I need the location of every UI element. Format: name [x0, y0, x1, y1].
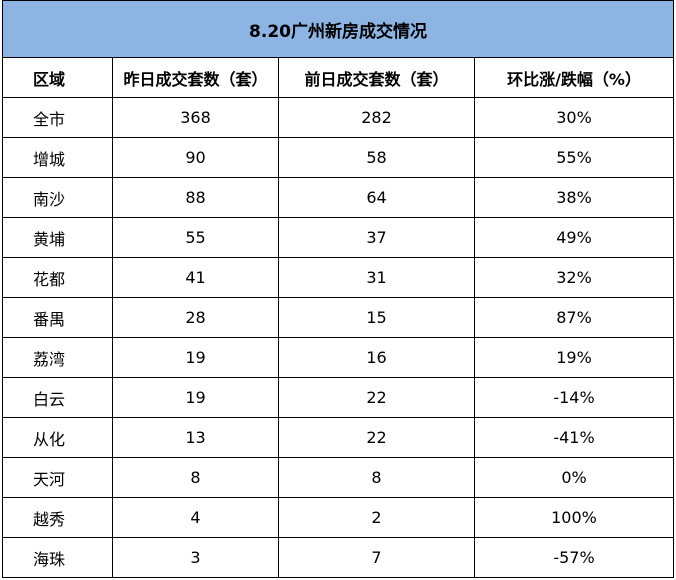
yesterday-deals-cell: 3 — [112, 537, 279, 578]
yesterday-deals-cell: 55 — [112, 217, 279, 258]
change-percent-cell: 55% — [473, 137, 675, 178]
region-cell: 从化 — [2, 417, 113, 458]
table-row: 花都 41 31 32% — [2, 257, 675, 298]
header-yesterday-deals: 昨日成交套数（套） — [112, 57, 279, 98]
day-before-deals-cell: 22 — [278, 377, 475, 418]
table-row: 全市 368 282 30% — [2, 97, 675, 138]
change-percent-cell: 38% — [473, 177, 675, 218]
table-row: 南沙 88 64 38% — [2, 177, 675, 218]
table-row: 越秀 4 2 100% — [2, 497, 675, 538]
region-cell: 增城 — [2, 137, 113, 178]
day-before-deals-cell: 16 — [278, 337, 475, 378]
day-before-deals-cell: 282 — [278, 97, 475, 138]
header-day-before-deals: 前日成交套数（套） — [278, 57, 475, 98]
change-percent-cell: 0% — [473, 457, 675, 498]
yesterday-deals-cell: 19 — [112, 377, 279, 418]
change-percent-cell: 87% — [473, 297, 675, 338]
change-percent-cell: 100% — [473, 497, 675, 538]
day-before-deals-cell: 22 — [278, 417, 475, 458]
title-row: 8.20广州新房成交情况 — [1, 0, 675, 58]
region-cell: 黄埔 — [2, 217, 113, 258]
header-row: 区域 昨日成交套数（套） 前日成交套数（套） 环比涨/跌幅（%） — [2, 57, 675, 98]
change-percent-cell: -57% — [473, 537, 675, 578]
yesterday-deals-cell: 368 — [112, 97, 279, 138]
day-before-deals-cell: 7 — [278, 537, 475, 578]
day-before-deals-cell: 8 — [278, 457, 475, 498]
region-cell: 南沙 — [2, 177, 113, 218]
yesterday-deals-cell: 13 — [112, 417, 279, 458]
change-percent-cell: 49% — [473, 217, 675, 258]
yesterday-deals-cell: 28 — [112, 297, 279, 338]
table-row: 从化 13 22 -41% — [2, 417, 675, 458]
region-cell: 白云 — [2, 377, 113, 418]
table-row: 白云 19 22 -14% — [2, 377, 675, 418]
day-before-deals-cell: 15 — [278, 297, 475, 338]
change-percent-cell: 19% — [473, 337, 675, 378]
day-before-deals-cell: 58 — [278, 137, 475, 178]
table-row: 荔湾 19 16 19% — [2, 337, 675, 378]
yesterday-deals-cell: 88 — [112, 177, 279, 218]
region-cell: 番禺 — [2, 297, 113, 338]
table-row: 番禺 28 15 87% — [2, 297, 675, 338]
header-change-percent: 环比涨/跌幅（%） — [473, 57, 675, 98]
region-cell: 全市 — [2, 97, 113, 138]
region-cell: 越秀 — [2, 497, 113, 538]
header-region: 区域 — [2, 57, 113, 98]
change-percent-cell: 32% — [473, 257, 675, 298]
day-before-deals-cell: 2 — [278, 497, 475, 538]
region-cell: 海珠 — [2, 537, 113, 578]
yesterday-deals-cell: 8 — [112, 457, 279, 498]
change-percent-cell: 30% — [473, 97, 675, 138]
change-percent-cell: -14% — [473, 377, 675, 418]
region-cell: 天河 — [2, 457, 113, 498]
yesterday-deals-cell: 4 — [112, 497, 279, 538]
day-before-deals-cell: 64 — [278, 177, 475, 218]
yesterday-deals-cell: 90 — [112, 137, 279, 178]
table-title: 8.20广州新房成交情况 — [1, 0, 675, 58]
region-cell: 荔湾 — [2, 337, 113, 378]
table-row: 天河 8 8 0% — [2, 457, 675, 498]
day-before-deals-cell: 31 — [278, 257, 475, 298]
day-before-deals-cell: 37 — [278, 217, 475, 258]
yesterday-deals-cell: 41 — [112, 257, 279, 298]
table-row: 增城 90 58 55% — [2, 137, 675, 178]
table-row: 黄埔 55 37 49% — [2, 217, 675, 258]
yesterday-deals-cell: 19 — [112, 337, 279, 378]
table-row: 海珠 3 7 -57% — [2, 537, 675, 578]
change-percent-cell: -41% — [473, 417, 675, 458]
region-cell: 花都 — [2, 257, 113, 298]
